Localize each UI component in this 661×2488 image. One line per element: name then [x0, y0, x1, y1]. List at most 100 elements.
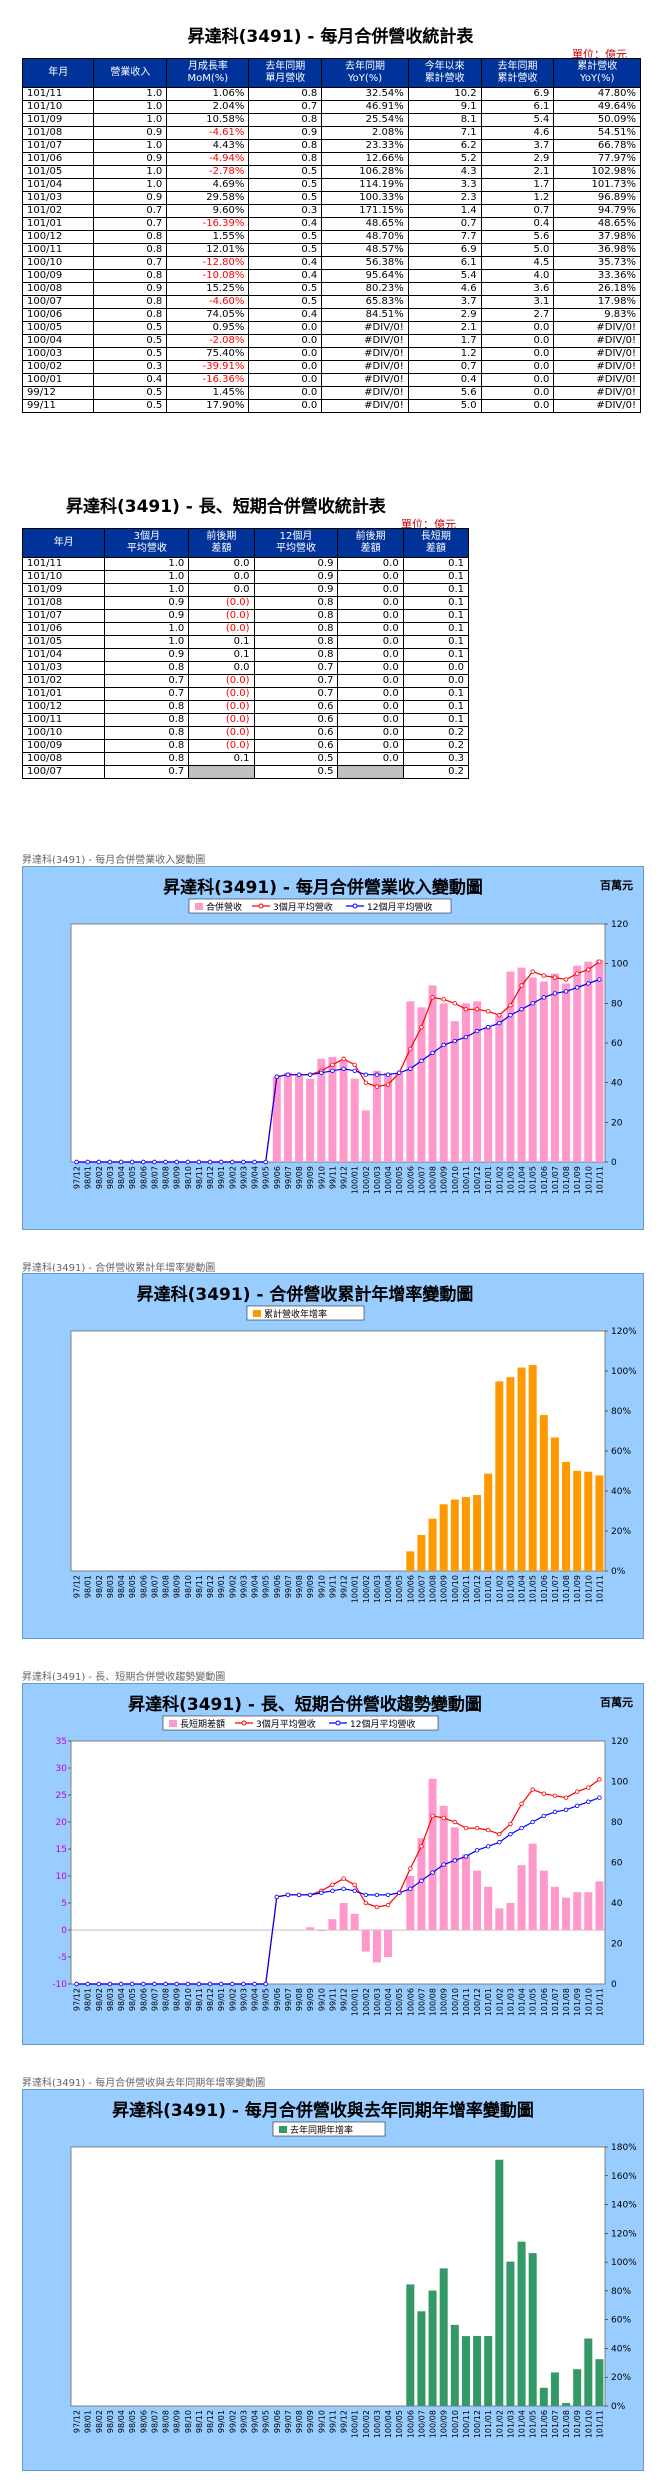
- table-row: 101/07 0.9 (0.0) 0.8 0.0 0.1: [21, 609, 470, 623]
- x-tick-label: 98/04: [117, 1575, 126, 1598]
- legend-swatch: [169, 1720, 177, 1727]
- x-tick-label: 98/12: [206, 2410, 215, 2433]
- bar: [506, 2261, 515, 2406]
- series-point: [374, 1084, 380, 1089]
- series-point: [519, 1007, 524, 1012]
- series-point: [485, 1024, 491, 1030]
- chart-unit-label: 百萬元: [600, 1695, 633, 1709]
- bar: [450, 2324, 459, 2406]
- table-cell: 0.4: [248, 269, 323, 283]
- x-tick-label: 101/09: [573, 1988, 582, 2016]
- bar: [495, 1908, 504, 1930]
- table-cell: (0.0): [188, 726, 255, 740]
- table-row: 99/12 0.5 1.45% 0.0 #DIV/0! 5.6 0.0 #DIV/0!: [21, 386, 641, 400]
- table-cell: 100/12: [21, 700, 106, 714]
- table-cell: 106.28%: [321, 165, 409, 179]
- table-cell: -16.39%: [166, 217, 250, 231]
- table-cell: 66.78%: [553, 139, 641, 153]
- series-point: [597, 977, 602, 982]
- y2-tick-label: 100: [611, 1778, 628, 1788]
- table-cell: 2.1: [407, 321, 482, 335]
- series-point: [230, 1159, 235, 1165]
- table-cell: 1.7: [480, 178, 555, 192]
- table-cell: 0.8: [93, 230, 168, 244]
- bar: [595, 1475, 604, 1571]
- table-cell: 5.2: [407, 152, 482, 166]
- table-cell: 0.0: [248, 360, 323, 374]
- series-point: [196, 1981, 202, 1987]
- x-tick-label: 101/01: [484, 2410, 493, 2438]
- bar: [328, 1056, 337, 1162]
- x-tick-label: 99/11: [328, 1988, 337, 2011]
- series-point: [341, 1876, 346, 1881]
- table-cell: (0.0): [188, 739, 255, 753]
- y-tick-label: 80%: [611, 2287, 631, 2297]
- table-cell: 1.0: [93, 139, 168, 153]
- series-point: [552, 991, 558, 996]
- x-tick-label: 99/07: [284, 2410, 293, 2433]
- x-tick-label: 101/05: [529, 1988, 538, 2016]
- series-point: [385, 1082, 391, 1087]
- table-cell: 0.1: [402, 635, 470, 649]
- table-cell: 0.9: [253, 557, 339, 571]
- y-tick-label: 30: [56, 1764, 68, 1774]
- table-cell: 4.6: [480, 126, 555, 140]
- x-tick-label: 98/09: [173, 2410, 182, 2433]
- y-tick-label: 0: [61, 1926, 67, 1936]
- series-point: [430, 1813, 435, 1819]
- series-point: [552, 1793, 558, 1798]
- series-point: [474, 1848, 480, 1853]
- table-cell: 101/01: [21, 217, 95, 231]
- table-cell: 101/04: [21, 648, 106, 662]
- series-point: [530, 969, 535, 974]
- bar: [283, 1072, 292, 1162]
- series-point: [586, 1785, 591, 1790]
- x-tick-label: 101/06: [540, 1575, 549, 1603]
- x-tick-label: 98/05: [128, 1166, 137, 1189]
- series-point: [474, 1028, 480, 1034]
- table-cell: 0.7: [248, 100, 323, 114]
- table-cell: (0.0): [188, 622, 255, 636]
- plot-area: [70, 1330, 606, 1572]
- series-point: [352, 1068, 357, 1073]
- x-tick-label: 98/01: [84, 2410, 93, 2433]
- x-tick-label: 100/10: [451, 1575, 460, 1603]
- x-tick-label: 100/05: [395, 2410, 404, 2438]
- x-tick-label: 99/09: [306, 2410, 315, 2433]
- table-row: 101/04 1.0 4.69% 0.5 114.19% 3.3 1.7 101.73%: [21, 178, 641, 192]
- y-tick-label: 40: [611, 1079, 623, 1089]
- x-tick-label: 101/02: [495, 1988, 504, 2016]
- bar: [417, 1838, 426, 1930]
- table-cell: 0.1: [402, 713, 470, 727]
- x-tick-label: 101/07: [551, 2410, 560, 2438]
- table-cell: 49.64%: [553, 100, 641, 114]
- x-tick-label: 99/01: [217, 2410, 226, 2433]
- table-cell: 25.54%: [321, 113, 409, 127]
- x-tick-label: 101/11: [595, 2410, 604, 2438]
- table-cell: 0.0: [402, 674, 470, 688]
- bar: [339, 1903, 348, 1930]
- table-cell: 74.05%: [166, 308, 250, 322]
- legend-swatch: [279, 2126, 287, 2133]
- table-cell: -2.78%: [166, 165, 250, 179]
- series-point: [374, 1904, 380, 1910]
- bar: [473, 2335, 482, 2406]
- table-cell: 100.33%: [321, 191, 409, 205]
- plot-area: [70, 2146, 606, 2407]
- series-point: [163, 1159, 168, 1165]
- legend-swatch: [195, 903, 203, 910]
- series-point: [330, 1882, 335, 1887]
- table-row: 100/06 0.8 74.05% 0.4 84.51% 2.9 2.7 9.83%: [21, 308, 641, 322]
- bar: [439, 1504, 448, 1571]
- plot-area: [70, 1740, 606, 1985]
- x-tick-label: 98/06: [139, 1988, 148, 2011]
- table-cell: 2.9: [480, 152, 555, 166]
- bar: [450, 1827, 459, 1930]
- y-tick-label: 20: [611, 1118, 623, 1128]
- bar: [584, 961, 593, 1162]
- table-row: 100/07 0.8 -4.60% 0.5 65.83% 3.7 3.1 17.98%: [21, 295, 641, 309]
- table-cell: 3.3: [407, 178, 482, 192]
- table-cell: 0.0: [188, 583, 255, 597]
- table-cell: 0.2: [402, 765, 470, 779]
- table1-header: 營業收入: [93, 58, 168, 88]
